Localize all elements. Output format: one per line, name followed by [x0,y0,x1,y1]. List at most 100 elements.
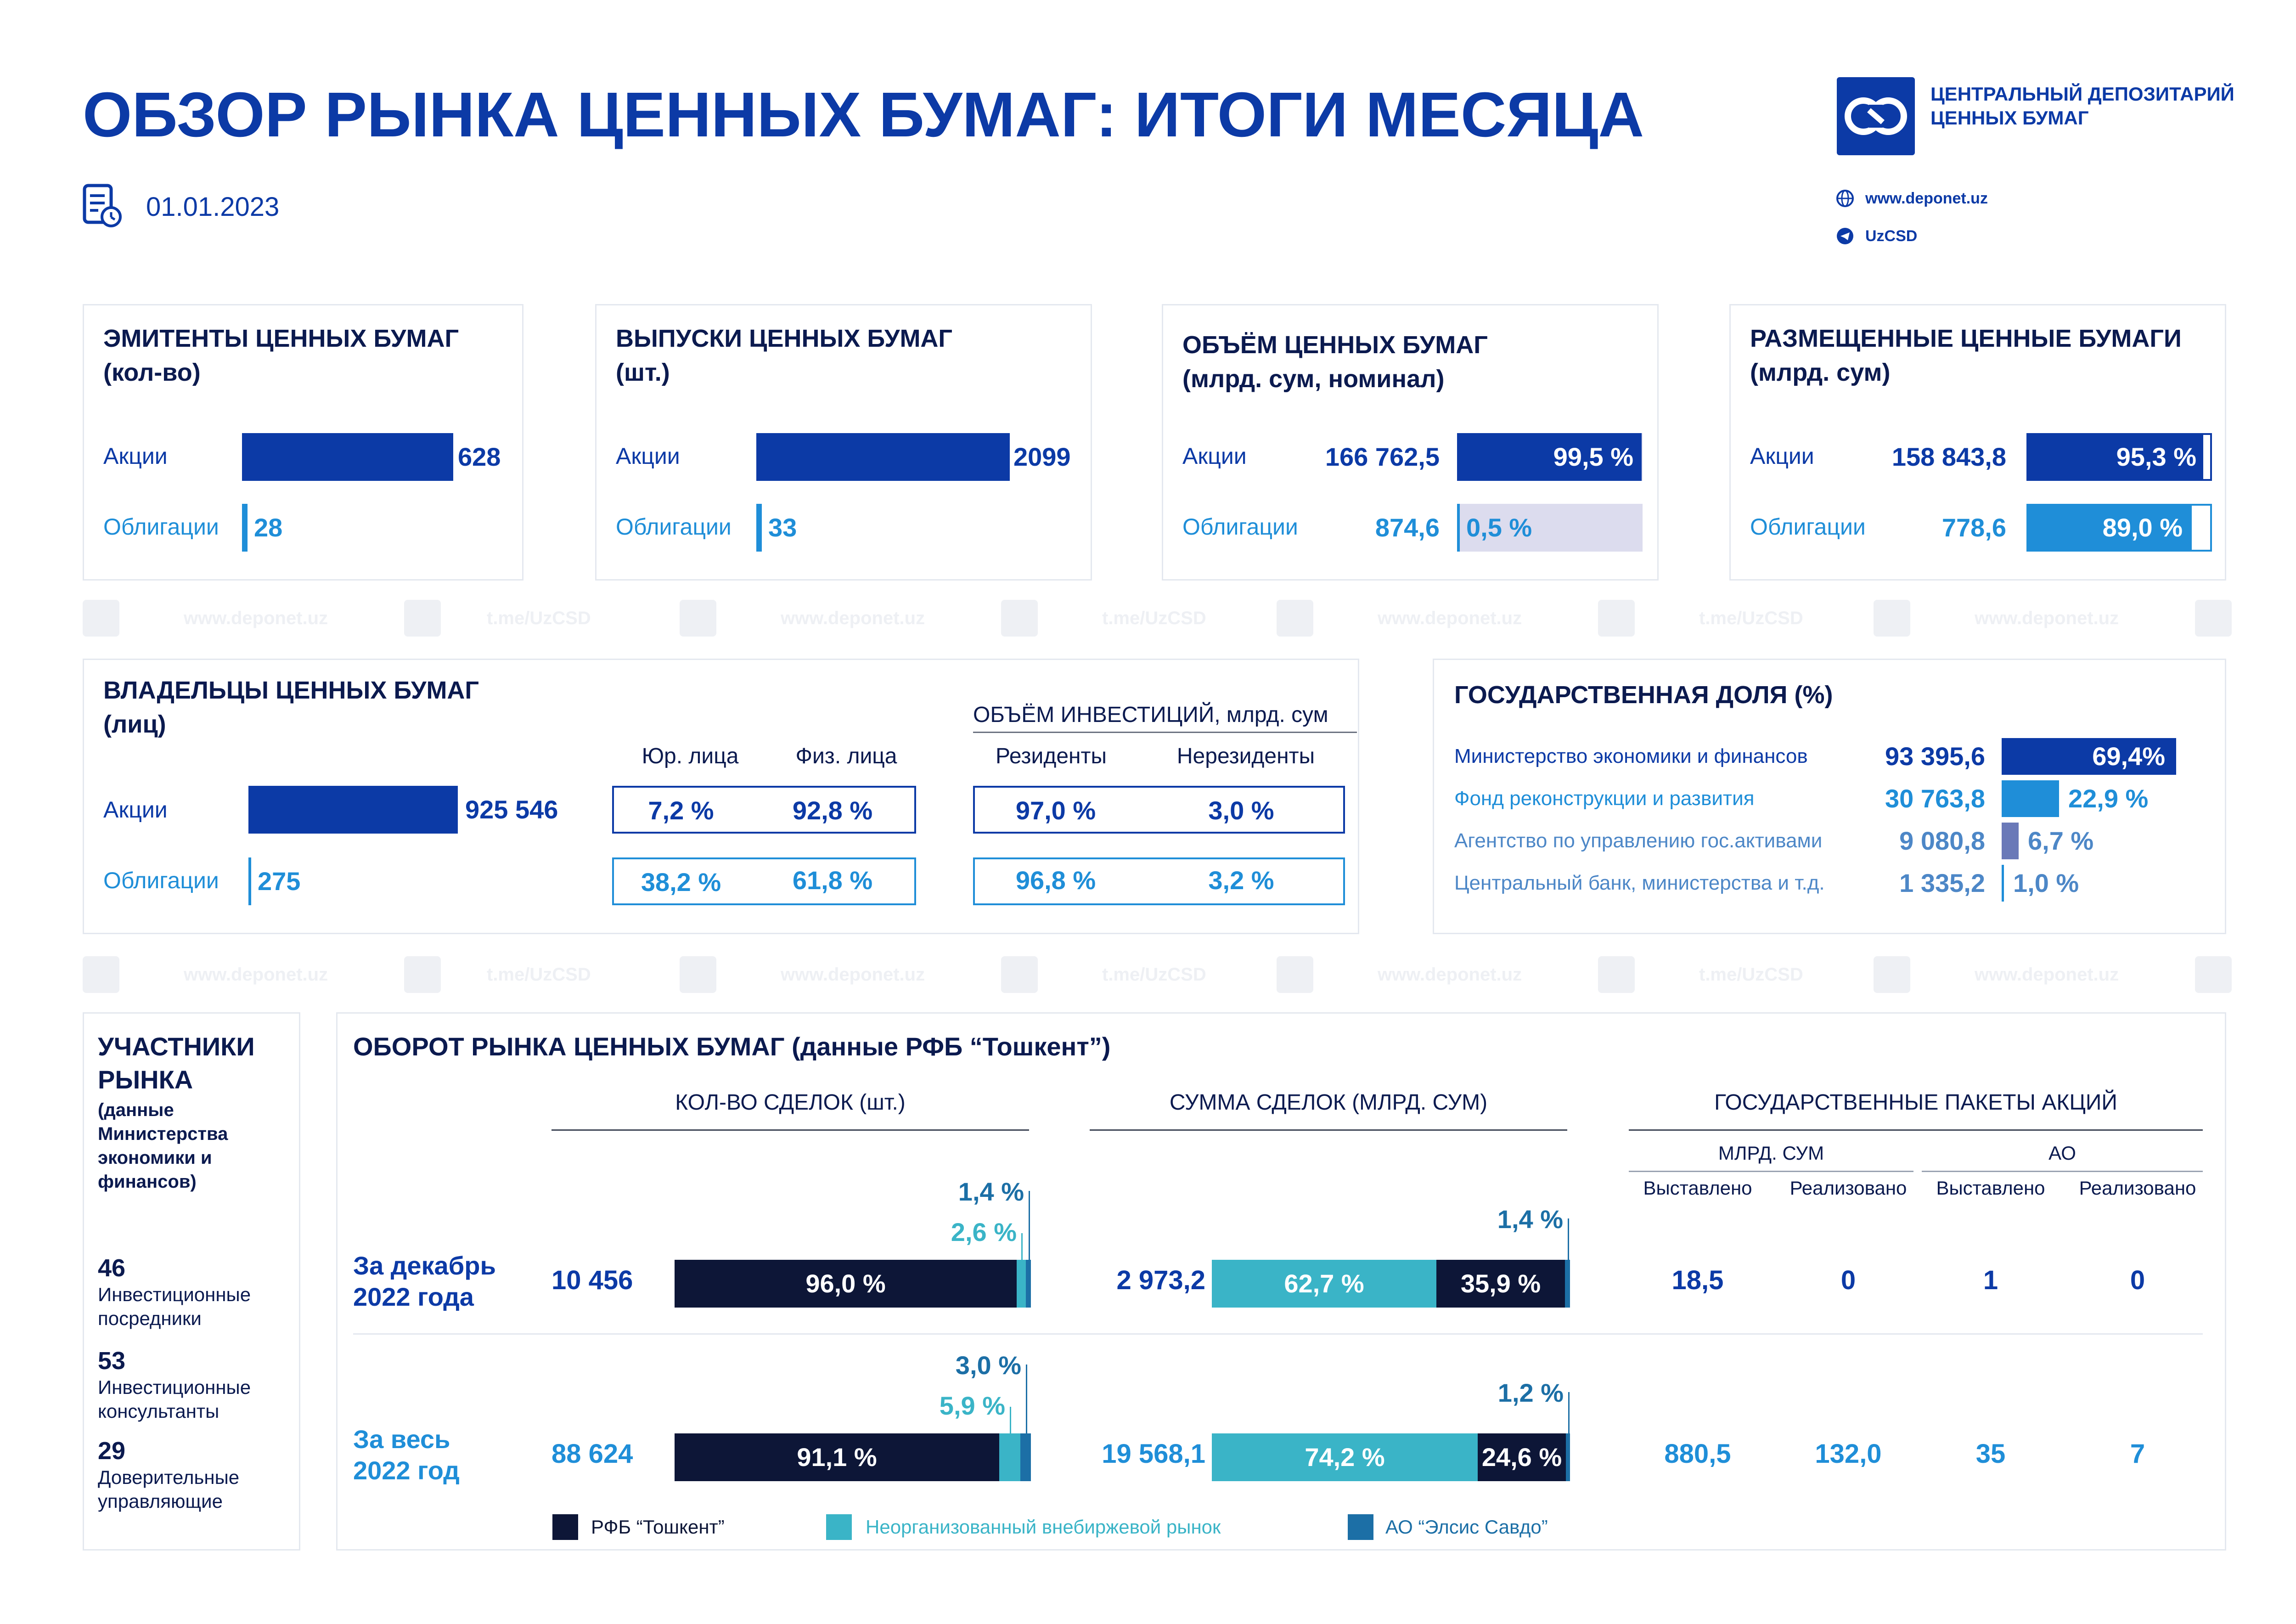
gov-row-value: 1 335,2 [1899,868,1985,897]
value-bonds: 778,6 [1941,513,2006,542]
deals-bar-rfb [675,1260,1017,1308]
row-label-shares: Акции [103,443,168,469]
legend-swatch-elsis [1348,1514,1373,1540]
watermark-logo-icon [2195,600,2232,637]
website-link[interactable]: www.deponet.uz [1865,190,1988,207]
deals-bar-otc [1017,1260,1026,1308]
panel-title: РАЗМЕЩЕННЫЕ ЦЕННЫЕ БУМАГИ [1750,325,2182,352]
panel-title: ВЛАДЕЛЬЦЫ ЦЕННЫХ БУМАГ [103,677,479,704]
watermark-logo-icon [1874,956,1910,993]
issues-panel: ВЫПУСКИ ЦЕННЫХ БУМАГ (шт.) Акции 2099 Об… [595,304,1092,581]
watermark-text: www.deponet.uz [1378,964,1522,985]
row-label-shares: Акции [1182,443,1247,469]
legend-label-rfb: РФБ “Тошкент” [591,1516,725,1538]
value-shares: 2099 [1013,442,1071,471]
report-date: 01.01.2023 [146,192,280,222]
watermark-logo-icon [83,956,119,993]
deals-leader-otc [1021,1233,1023,1260]
sub-header-ao: АО [2048,1142,2076,1164]
value-shares: 166 762,5 [1325,442,1440,471]
watermark-logo-icon [1598,600,1635,637]
col-header-deals: КОЛ-ВО СДЕЛОК (шт.) [675,1090,906,1115]
gov-row-bar [2002,738,2176,775]
sum-pct-otc: 74,2 % [1305,1443,1385,1472]
bar-bonds [242,504,248,552]
turnover-panel: ОБОРОТ РЫНКА ЦЕННЫХ БУМАГ (данные РФБ “Т… [336,1012,2226,1551]
participant-count: 29 [98,1437,126,1465]
legend-swatch-rfb [552,1514,578,1540]
row-label-bonds: Облигации [1182,514,1298,540]
deals-bar-elsis [1026,1260,1031,1308]
h-bln-sold: Реализовано [1790,1177,1907,1199]
deals-pct-rfb: 96,0 % [805,1269,886,1298]
gov-row-bar [2002,823,2019,859]
value-bonds: 33 [768,513,797,542]
row-label-bonds: Облигации [103,868,219,893]
sum-bar-otc [1212,1433,1478,1481]
sum-pct-rfb: 35,9 % [1460,1269,1541,1298]
panel-subtitle: (млрд. сум) [1750,359,1891,386]
deals-pct-otc: 2,6 % [951,1218,1017,1246]
sum-value: 19 568,1 [1102,1439,1205,1469]
telegram-link[interactable]: UzCSD [1865,227,1918,245]
watermark-logo-icon [1277,600,1313,637]
gov-row-value: 9 080,8 [1899,826,1985,855]
bar-bonds [756,504,762,552]
bonds-res-pct: 96,8 % [1015,866,1096,895]
deals-pct-elsis: 3,0 % [955,1351,1021,1380]
gov-row: Центральный банк, министерства и т.д. 1 3… [1434,865,2224,902]
col-header-legal: Юр. лица [642,744,739,768]
state-bln-set: 880,5 [1664,1439,1731,1469]
panel-subtitle: (лиц) [103,710,166,738]
watermark-logo-icon [1874,600,1910,637]
watermark-logo-icon [1001,600,1038,637]
bar-shares [2026,433,2203,481]
sum-pct-elsis: 1,4 % [1497,1205,1563,1234]
panel-title: ГОСУДАРСТВЕННАЯ ДОЛЯ (%) [1454,681,1833,709]
state-bln-sold: 132,0 [1815,1439,1882,1469]
value-bonds: 874,6 [1375,513,1440,542]
panel-subtitle: (шт.) [616,359,670,386]
watermark-text: t.me/UzCSD [487,964,591,985]
gov-row-label: Фонд реконструкции и развития [1454,787,1755,810]
panel-title: УЧАСТНИКИ [98,1032,255,1061]
col-header-nonresidents: Нерезиденты [1176,744,1315,768]
sum-pct-otc: 62,7 % [1284,1269,1364,1298]
watermark-logo-icon [680,600,716,637]
deals-pct-elsis: 1,4 % [958,1177,1024,1206]
period-label-line2: 2022 года [353,1282,474,1311]
gov-row-pct: 22,9 % [2068,784,2149,813]
watermark-text: www.deponet.uz [1975,608,2119,628]
h-bln-set: Выставлено [1643,1177,1752,1199]
watermark-text: t.me/UzCSD [487,608,591,628]
globe-icon [1836,189,1854,208]
watermark-text: www.deponet.uz [781,964,925,985]
gov-row-value: 30 763,8 [1885,784,1985,813]
deals-bar-elsis [1020,1433,1031,1481]
h-ao-set: Выставлено [1936,1177,2045,1199]
page-title: ОБЗОР РЫНКА ЦЕННЫХ БУМАГ: ИТОГИ МЕСЯЦА [83,79,1644,150]
watermark-logo-icon [404,956,441,993]
watermark-text: www.deponet.uz [1378,608,1522,628]
shares-nonres-pct: 3,0 % [1208,796,1274,825]
issuers-panel: ЭМИТЕНТЫ ЦЕННЫХ БУМАГ (кол-во) Акции 628… [83,304,523,581]
deals-pct-otc: 5,9 % [939,1391,1005,1420]
legend: РФБ “Тошкент” Неорганизованный внебиржев… [338,1510,2228,1546]
watermark-text: t.me/UzCSD [1102,964,1206,985]
value-shares: 628 [458,442,501,471]
watermark-row: www.deponet.uz t.me/UzCSD www.deponet.uz t.… [0,956,2296,993]
gov-row: Министерство экономики и финансов 93 395,… [1434,738,2224,775]
watermark-logo-icon [1277,956,1313,993]
col-state-underline [1629,1129,2203,1131]
watermark-text: t.me/UzCSD [1699,608,1803,628]
pct-shares: 99,5 % [1553,442,1633,471]
row-label-bonds: Облигации [616,514,732,540]
col-header-phys: Физ. лица [795,744,897,768]
watermark-row: www.deponet.uz t.me/UzCSD www.deponet.uz t.… [0,600,2296,637]
panel-title: ЭМИТЕНТЫ ЦЕННЫХ БУМАГ [103,325,459,352]
sum-pct-elsis: 1,2 % [1497,1378,1564,1407]
bar-shares [242,433,453,481]
gov-row: Агентство по управлению гос.активами 9 08… [1434,823,2224,859]
pct-bonds: 89,0 % [2102,513,2183,542]
gov-row-label: Агентство по управлению гос.активами [1454,829,1823,852]
